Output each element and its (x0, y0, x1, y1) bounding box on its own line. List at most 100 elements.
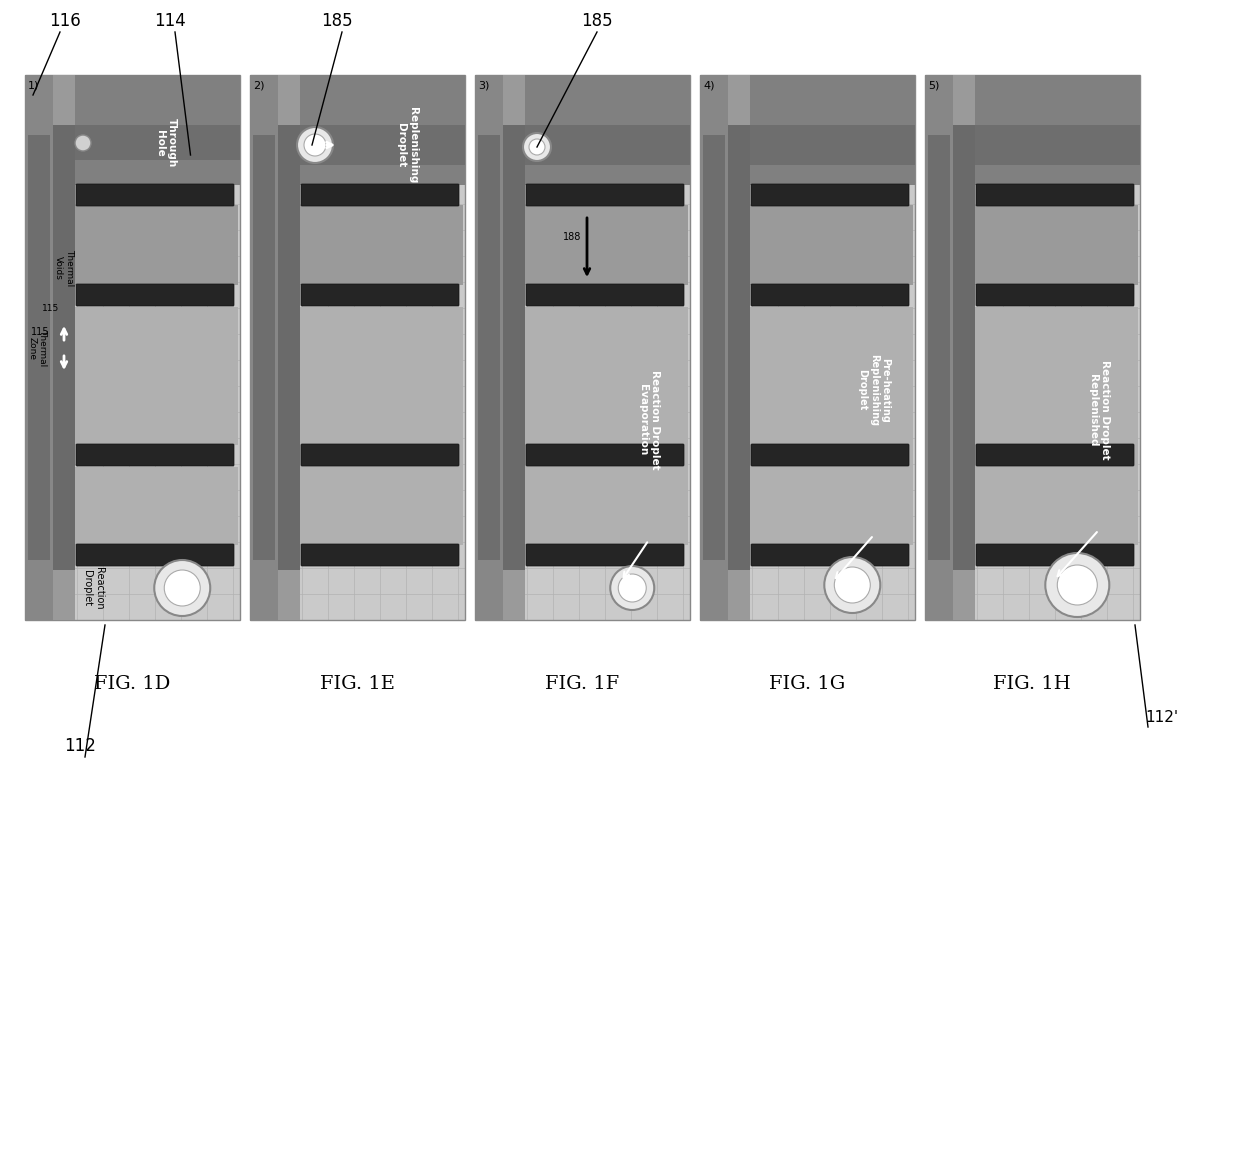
FancyBboxPatch shape (301, 444, 459, 466)
Bar (29, 135, 50, 561)
Bar (300, 74, 465, 185)
Circle shape (523, 133, 551, 160)
Bar (250, 74, 465, 620)
FancyBboxPatch shape (976, 444, 1135, 466)
Bar (475, 74, 689, 620)
Bar (74, 124, 241, 160)
Text: Replenishing
Droplet: Replenishing Droplet (397, 107, 418, 184)
Bar (25, 74, 241, 620)
Bar (475, 74, 503, 620)
Circle shape (154, 561, 211, 616)
Circle shape (634, 580, 640, 587)
FancyBboxPatch shape (751, 184, 909, 206)
Bar (475, 74, 689, 620)
Bar (300, 307, 463, 545)
Bar (278, 74, 300, 620)
Text: 4): 4) (703, 80, 714, 90)
Bar (525, 307, 688, 545)
Bar (250, 74, 278, 620)
Bar (701, 74, 915, 620)
Bar (728, 124, 750, 570)
Bar (925, 74, 954, 620)
Circle shape (1079, 573, 1089, 584)
FancyBboxPatch shape (301, 284, 459, 306)
Bar (750, 74, 915, 185)
FancyBboxPatch shape (976, 184, 1135, 206)
Text: 185: 185 (321, 12, 353, 30)
Bar (25, 74, 241, 620)
Circle shape (835, 568, 870, 602)
Circle shape (853, 576, 862, 584)
FancyBboxPatch shape (526, 544, 684, 566)
FancyBboxPatch shape (76, 284, 234, 306)
Circle shape (184, 578, 192, 586)
Circle shape (316, 138, 321, 144)
Text: Thermal
Voids: Thermal Voids (55, 249, 73, 286)
Text: 116: 116 (50, 12, 81, 30)
Circle shape (164, 570, 200, 606)
Circle shape (74, 135, 91, 151)
Text: Reaction Droplet
Evaporation: Reaction Droplet Evaporation (637, 370, 660, 470)
Bar (250, 74, 465, 620)
Bar (954, 74, 975, 620)
Circle shape (304, 134, 326, 156)
Text: Reaction Droplet
Replenished: Reaction Droplet Replenished (1087, 361, 1110, 459)
Bar (53, 74, 74, 620)
Text: Thermal
Zone: Thermal Zone (27, 329, 47, 366)
Text: 3): 3) (477, 80, 490, 90)
Bar (975, 205, 1138, 285)
Bar (975, 307, 1138, 545)
Bar (25, 74, 53, 620)
FancyBboxPatch shape (301, 184, 459, 206)
Text: Reaction
Droplet: Reaction Droplet (82, 566, 104, 609)
Text: 115: 115 (31, 327, 50, 336)
Circle shape (619, 575, 646, 602)
Bar (928, 135, 950, 561)
Bar (300, 124, 465, 165)
FancyBboxPatch shape (76, 184, 234, 206)
Bar (750, 307, 913, 545)
FancyBboxPatch shape (526, 184, 684, 206)
Circle shape (1045, 552, 1110, 618)
Bar (925, 74, 1140, 620)
Bar (750, 205, 913, 285)
Bar (74, 307, 238, 445)
Bar (954, 124, 975, 570)
Circle shape (825, 557, 880, 613)
Bar (74, 205, 238, 285)
Text: 5): 5) (928, 80, 940, 90)
Bar (53, 124, 74, 570)
Bar (503, 74, 525, 620)
Text: 112: 112 (64, 737, 95, 755)
Text: 114: 114 (154, 12, 186, 30)
Bar (728, 74, 750, 620)
FancyBboxPatch shape (751, 544, 909, 566)
FancyBboxPatch shape (76, 544, 234, 566)
Bar (253, 135, 275, 561)
Bar (975, 124, 1140, 165)
Text: FIG. 1E: FIG. 1E (320, 675, 394, 693)
Bar (74, 468, 238, 545)
Bar (300, 205, 463, 285)
Bar (975, 74, 1140, 185)
Text: Through
Hole: Through Hole (155, 119, 176, 167)
Bar (525, 205, 688, 285)
Text: Pre-heating
Replenishing
Droplet: Pre-heating Replenishing Droplet (857, 354, 890, 426)
Circle shape (1058, 565, 1097, 605)
FancyBboxPatch shape (976, 544, 1135, 566)
Text: 185: 185 (582, 12, 613, 30)
Text: 188: 188 (563, 231, 582, 242)
Bar (525, 74, 689, 185)
Bar (701, 74, 915, 620)
Circle shape (610, 566, 655, 611)
Bar (477, 135, 500, 561)
Bar (74, 74, 241, 185)
FancyBboxPatch shape (526, 444, 684, 466)
FancyBboxPatch shape (526, 284, 684, 306)
Text: FIG. 1F: FIG. 1F (544, 675, 619, 693)
Circle shape (298, 127, 334, 163)
Text: FIG. 1G: FIG. 1G (769, 675, 846, 693)
Circle shape (538, 142, 542, 147)
Bar (503, 124, 525, 570)
Circle shape (529, 140, 546, 155)
